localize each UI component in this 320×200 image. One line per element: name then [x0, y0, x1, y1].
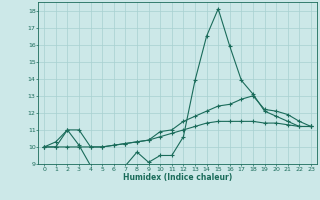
X-axis label: Humidex (Indice chaleur): Humidex (Indice chaleur) — [123, 173, 232, 182]
